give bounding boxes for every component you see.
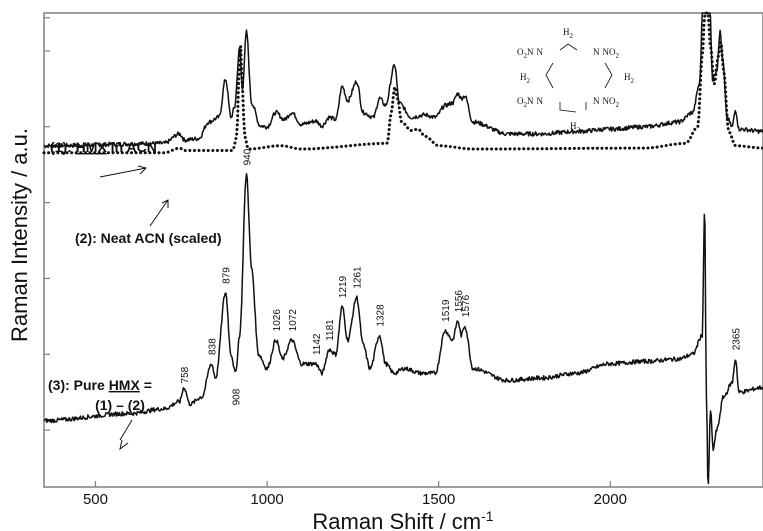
series-line-3 bbox=[43, 172, 763, 485]
peak-label-758: 758 bbox=[180, 366, 191, 383]
peak-label-908: 908 bbox=[232, 388, 243, 405]
plot-frame bbox=[43, 12, 763, 488]
mol-right-ch2: H2 bbox=[624, 72, 635, 85]
x-tick-label: 2000 bbox=[594, 491, 627, 508]
series-3-label-line2: (1) – (2) bbox=[95, 397, 145, 413]
mol-left-ch2: H2 bbox=[520, 72, 531, 85]
series-2-annotation: (2): Neat ACN (scaled) bbox=[75, 199, 222, 246]
series-3-annotation: (3): Pure HMX = (1) – (2) bbox=[48, 377, 152, 451]
peak-label-1261: 1261 bbox=[353, 266, 364, 289]
mol-right-upper-group: N NO2 bbox=[593, 47, 620, 60]
x-axis-title-superscript: -1 bbox=[481, 508, 494, 524]
mol-ring-bonds bbox=[545, 43, 613, 113]
mol-top-ch2: H2 bbox=[563, 27, 574, 40]
peak-label-940: 940 bbox=[242, 148, 253, 165]
x-tick-label: 1500 bbox=[422, 491, 455, 508]
peak-label-1072: 1072 bbox=[288, 309, 299, 332]
series-1-arrowhead bbox=[137, 165, 147, 175]
peak-label-879: 879 bbox=[222, 267, 233, 284]
series-2-arrowhead bbox=[161, 199, 169, 208]
mol-left-lower-group: O2N N bbox=[517, 96, 544, 109]
y-axis-title: Raman Intensity / a.u. bbox=[7, 128, 32, 342]
series-line-2 bbox=[42, 11, 763, 155]
spectra-series bbox=[42, 11, 763, 485]
x-axis-ticks: 500 1000 1500 2000 bbox=[83, 481, 627, 508]
mol-right-lower-group: N NO2 bbox=[593, 96, 620, 109]
series-1-annotation: (1): HMX in ACN bbox=[50, 139, 157, 178]
peak-label-1219: 1219 bbox=[338, 275, 349, 298]
peak-label-1576: 1576 bbox=[461, 294, 472, 317]
peak-label-1556: 1556 bbox=[454, 290, 465, 313]
hmx-molecule-structure: H2 O2N N N NO2 H2 H2 O2N N N NO2 H2 bbox=[517, 27, 635, 134]
peak-label-1181: 1181 bbox=[325, 319, 336, 341]
x-tick-label: 500 bbox=[83, 491, 108, 508]
series-2-label: (2): Neat ACN (scaled) bbox=[75, 230, 222, 246]
peak-label-1519: 1519 bbox=[441, 299, 452, 322]
y-axis-ticks bbox=[44, 17, 50, 431]
peak-label-838: 838 bbox=[207, 338, 218, 355]
series-1-pointer-arrow bbox=[99, 167, 147, 178]
series-2-pointer-arrow bbox=[149, 199, 169, 227]
mol-bottom-ch2: H2 bbox=[570, 121, 581, 134]
peak-label-2365: 2365 bbox=[732, 328, 743, 351]
series-1-label-key: HMX bbox=[76, 139, 108, 155]
series-1-label: (1): HMX in ACN bbox=[50, 139, 157, 155]
series-3-label-line1: (3): Pure HMX = bbox=[48, 377, 152, 393]
x-tick-label: 1000 bbox=[250, 491, 283, 508]
peak-label-1328: 1328 bbox=[376, 304, 387, 327]
peak-label-1142: 1142 bbox=[312, 333, 323, 355]
x-axis-title: Raman Shift / cm-1 bbox=[312, 508, 493, 531]
peak-label-1026: 1026 bbox=[272, 309, 283, 332]
series-line-1 bbox=[43, 12, 763, 149]
x-axis-title-text: Raman Shift / cm bbox=[312, 509, 481, 531]
mol-left-upper-group: O2N N bbox=[517, 47, 544, 60]
series-3-arrowhead bbox=[119, 439, 129, 451]
series-3-pointer-arrow bbox=[119, 419, 133, 441]
series-3-label-key: HMX bbox=[109, 377, 141, 393]
